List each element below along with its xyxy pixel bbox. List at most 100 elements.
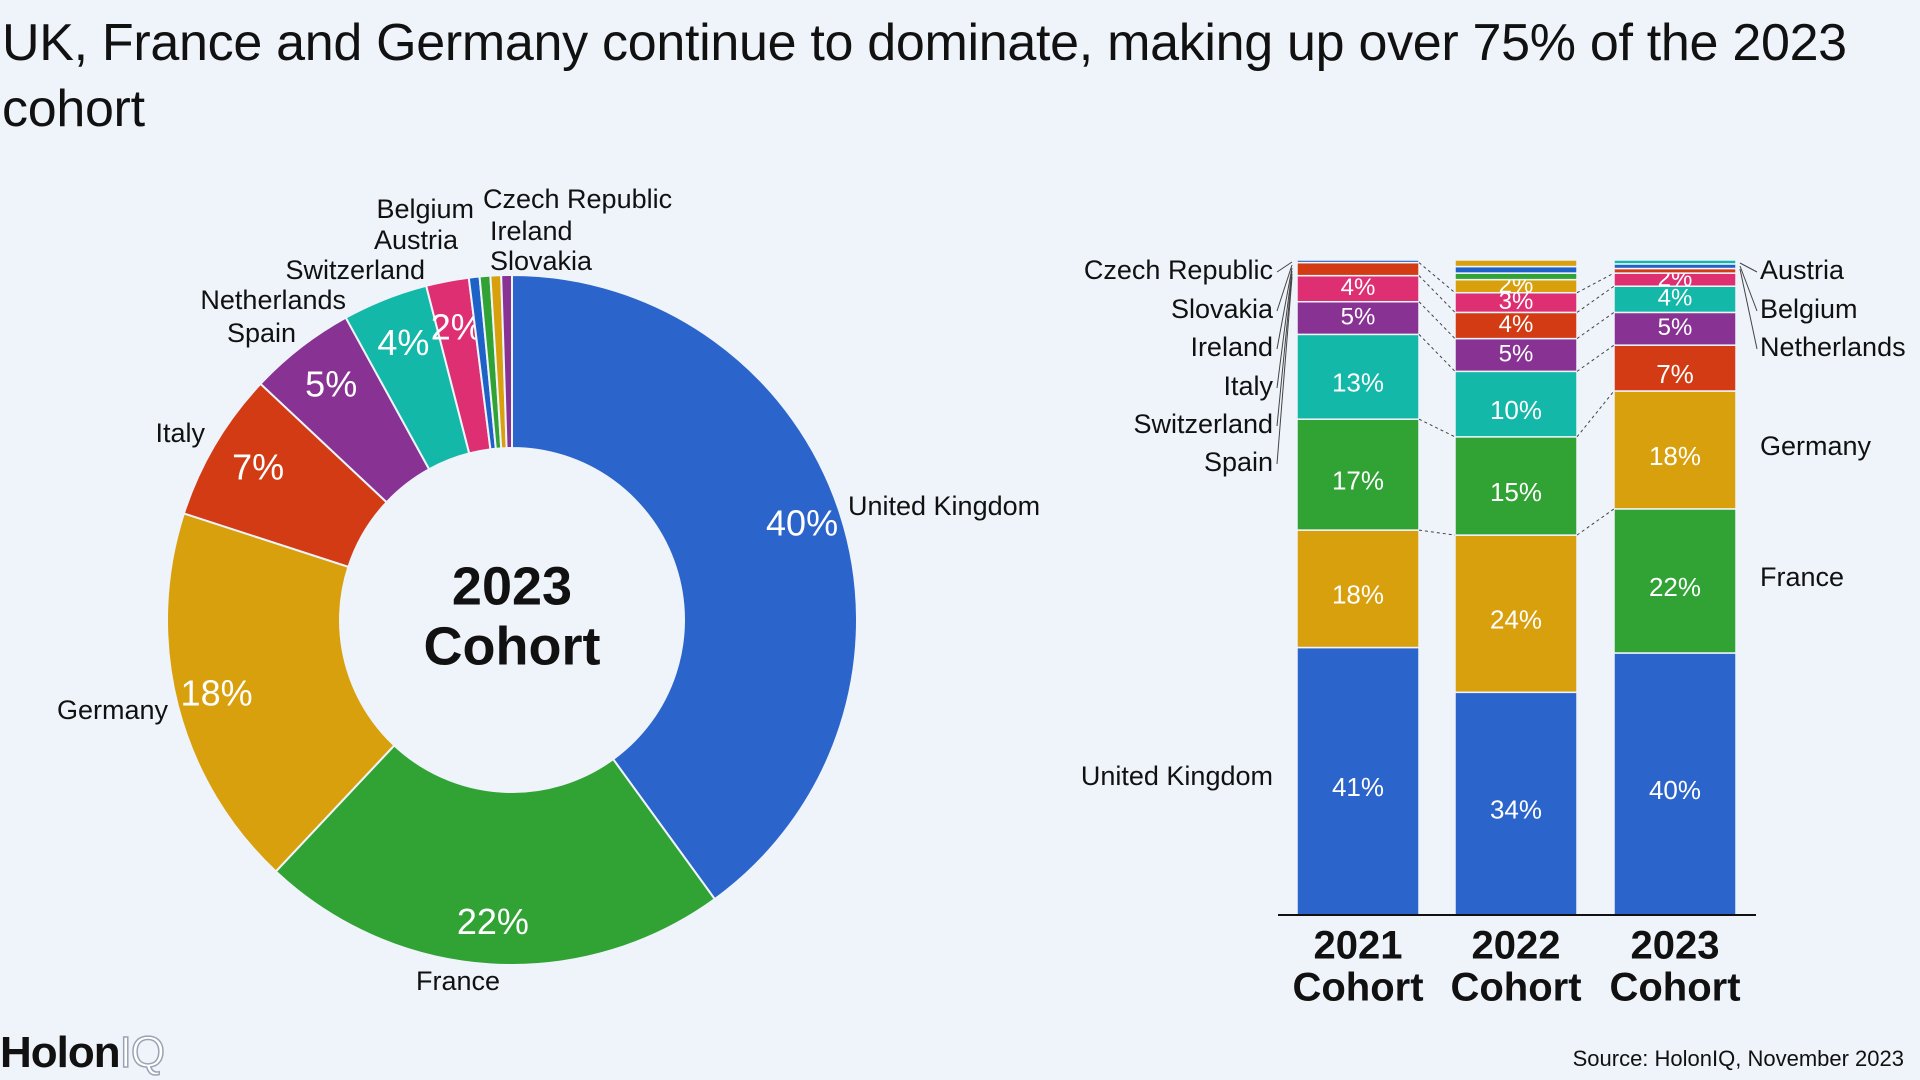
bar-category-year: 2021 — [1314, 924, 1403, 968]
bar-segment-austria — [1454, 265, 1578, 274]
logo-word: Holon — [0, 1028, 121, 1077]
bar-left-label-ireland: Ireland — [1190, 332, 1273, 362]
bar-leader-line — [1276, 261, 1293, 273]
donut-slice-slovakia — [500, 273, 513, 450]
bar-right-label-germany: Germany — [1760, 431, 1872, 461]
bar-segment-austria — [1296, 259, 1420, 264]
bar-right-label-austria: Austria — [1760, 255, 1845, 285]
bar-leader-line — [1276, 276, 1293, 465]
bar-leader-line — [1276, 270, 1293, 389]
donut-category-label-united-kingdom: United Kingdom — [848, 491, 1040, 521]
bar-left-label-spain: Spain — [1204, 447, 1273, 477]
bar-leader-line — [1276, 273, 1293, 427]
bar-segment-switzerland — [1454, 370, 1578, 438]
bar-segment-france — [1296, 418, 1420, 531]
bar-right-label-netherlands: Netherlands — [1760, 332, 1906, 362]
bar-value-label-france: 22% — [1649, 572, 1701, 602]
bar-left-label-switzerland: Switzerland — [1133, 409, 1273, 439]
bar-category-label: Cohort — [1292, 966, 1423, 1010]
logo-suffix: IQ — [119, 1027, 166, 1078]
bar-leader-line — [1739, 262, 1758, 273]
donut-value-label-spain: 5% — [305, 363, 357, 404]
bar-segment-united-kingdom — [1296, 646, 1420, 916]
bar-segment-germany — [1454, 259, 1578, 268]
bar-value-label-netherlands: 5% — [1658, 314, 1693, 341]
stacked-bar-chart: 41%18%17%13%5%4%2021Cohort34%24%15%10%5%… — [1081, 255, 1906, 1010]
bar-segment-italy — [1296, 261, 1420, 277]
bar-segment-switzerland — [1613, 259, 1737, 265]
donut-value-label-united-kingdom: 40% — [766, 502, 838, 543]
donut-category-label-france: France — [416, 966, 500, 996]
bar-value-label-germany: 24% — [1490, 605, 1542, 635]
bar-segment-germany — [1613, 390, 1737, 510]
bar-category-year: 2022 — [1472, 924, 1561, 968]
bar-left-label-czech-republic: Czech Republic — [1084, 255, 1273, 285]
bar-connector-line — [1576, 272, 1615, 294]
bar-segment-france — [1454, 436, 1578, 536]
bar-connector-line — [1576, 285, 1615, 313]
donut-category-label-slovakia: Slovakia — [490, 246, 593, 276]
bar-value-label-united-kingdom: 41% — [1332, 772, 1384, 802]
source-note: Source: HolonIQ, November 2023 — [1572, 1046, 1904, 1071]
donut-category-label-austria: Austria — [374, 225, 459, 255]
donut-category-label-netherlands: Netherlands — [200, 285, 346, 315]
bar-category-year: 2023 — [1631, 924, 1720, 968]
bar-segment-belgium — [1296, 274, 1420, 303]
donut-slice-united-kingdom — [511, 273, 858, 901]
bar-value-label-germany: 18% — [1649, 441, 1701, 471]
donut-category-label-czech-republic: Czech Republic — [483, 184, 672, 214]
bar-value-label-switzerland: 13% — [1332, 368, 1384, 398]
donut-category-label-ireland: Ireland — [490, 216, 573, 246]
bar-value-label-united-kingdom: 34% — [1490, 795, 1542, 825]
donut-category-label-switzerland: Switzerland — [285, 255, 425, 285]
bar-right-label-france: France — [1760, 562, 1844, 592]
bar-left-label-slovakia: Slovakia — [1171, 294, 1274, 324]
bar-connector-line — [1576, 311, 1615, 340]
bar-value-label-switzerland: 10% — [1490, 395, 1542, 425]
donut-value-label-italy: 7% — [232, 446, 284, 487]
bar-value-label-france: 17% — [1332, 466, 1384, 496]
bar-value-label-belgium: 4% — [1341, 274, 1376, 301]
bar-leader-line — [1276, 267, 1293, 350]
bar-connector-line — [1576, 390, 1615, 438]
donut-category-label-italy: Italy — [155, 418, 205, 448]
bar-connector-line — [1576, 508, 1615, 536]
bar-connector-line — [1418, 262, 1456, 294]
donut-category-label-germany: Germany — [57, 695, 169, 725]
donut-category-label-belgium: Belgium — [376, 194, 474, 224]
bar-segment-netherlands — [1613, 311, 1737, 346]
bar-left-label-italy: Italy — [1223, 371, 1273, 401]
bar-segment-italy — [1454, 311, 1578, 340]
bar-segment-germany — [1296, 529, 1420, 649]
bar-value-label-spain: 5% — [1341, 303, 1376, 330]
bar-value-label-spain: 5% — [1499, 340, 1534, 367]
bar-value-label-switzerland: 4% — [1658, 285, 1693, 312]
donut-category-label-spain: Spain — [227, 318, 296, 348]
donut-value-label-france: 22% — [457, 901, 529, 942]
bar-leader-line — [1276, 264, 1293, 312]
bar-value-label-italy: 7% — [1656, 359, 1694, 389]
bar-connector-line — [1418, 275, 1456, 313]
bar-value-label-france: 15% — [1490, 477, 1542, 507]
donut-center-label: Cohort — [424, 616, 601, 676]
bar-connector-line — [1418, 529, 1456, 536]
donut-center-year: 2023 — [452, 556, 572, 616]
bar-value-label-united-kingdom: 40% — [1649, 775, 1701, 805]
bar-leader-line — [1739, 268, 1758, 350]
bar-right-label-belgium: Belgium — [1760, 294, 1858, 324]
bar-left-label-united-kingdom: United Kingdom — [1081, 761, 1273, 791]
donut-slice-germany — [166, 512, 396, 873]
bar-value-label-italy: 4% — [1499, 311, 1534, 338]
bar-connector-line — [1418, 301, 1456, 339]
bar-segment-united-kingdom — [1613, 652, 1737, 916]
holoniq-logo: HolonIQ — [0, 1027, 166, 1078]
donut-value-label-germany: 18% — [181, 672, 253, 713]
bar-value-label-germany: 18% — [1332, 580, 1384, 610]
bar-segment-switzerland — [1296, 333, 1420, 420]
bar-category-label: Cohort — [1450, 966, 1581, 1010]
bar-leader-line — [1739, 265, 1758, 312]
bar-category-label: Cohort — [1609, 966, 1740, 1010]
bar-connector-line — [1418, 418, 1456, 438]
bar-connector-line — [1576, 344, 1615, 372]
